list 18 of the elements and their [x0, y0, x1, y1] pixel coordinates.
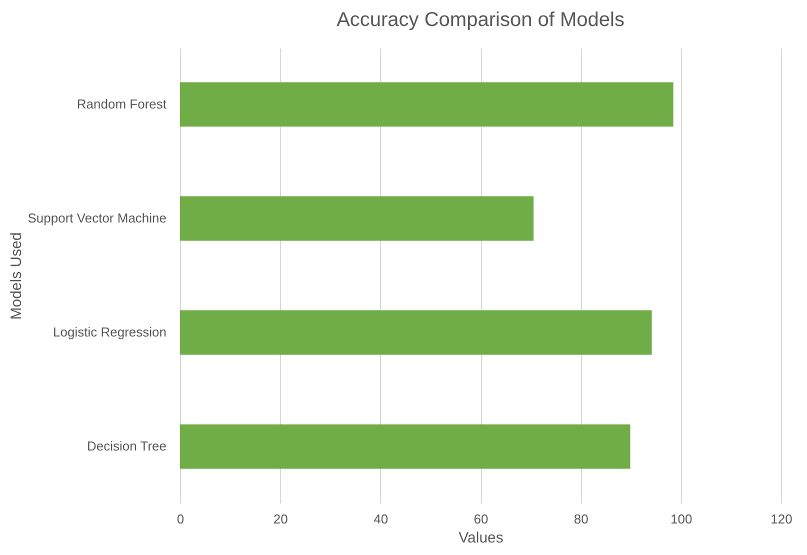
x-tick-label: 0	[176, 512, 184, 526]
bar	[180, 196, 534, 241]
bar	[180, 310, 652, 355]
y-tick-label: Decision Tree	[87, 438, 166, 454]
x-tick-label: 80	[574, 512, 588, 526]
y-tick-label: Random Forest	[76, 96, 167, 112]
x-tick-label: 100	[670, 512, 692, 526]
x-tick-label: 120	[770, 512, 792, 526]
x-axis-title: Values	[458, 530, 504, 546]
x-tick-label: 40	[374, 512, 388, 526]
y-axis-title: Models Used	[8, 232, 25, 320]
x-tick-label: 60	[474, 512, 488, 526]
bar	[180, 82, 674, 127]
chart-title: Accuracy Comparison of Models	[336, 9, 624, 31]
bar	[180, 424, 630, 469]
x-tick-label: 20	[273, 512, 288, 526]
y-tick-label: Support Vector Machine	[28, 210, 166, 226]
y-tick-label: Logistic Regression	[53, 324, 166, 340]
